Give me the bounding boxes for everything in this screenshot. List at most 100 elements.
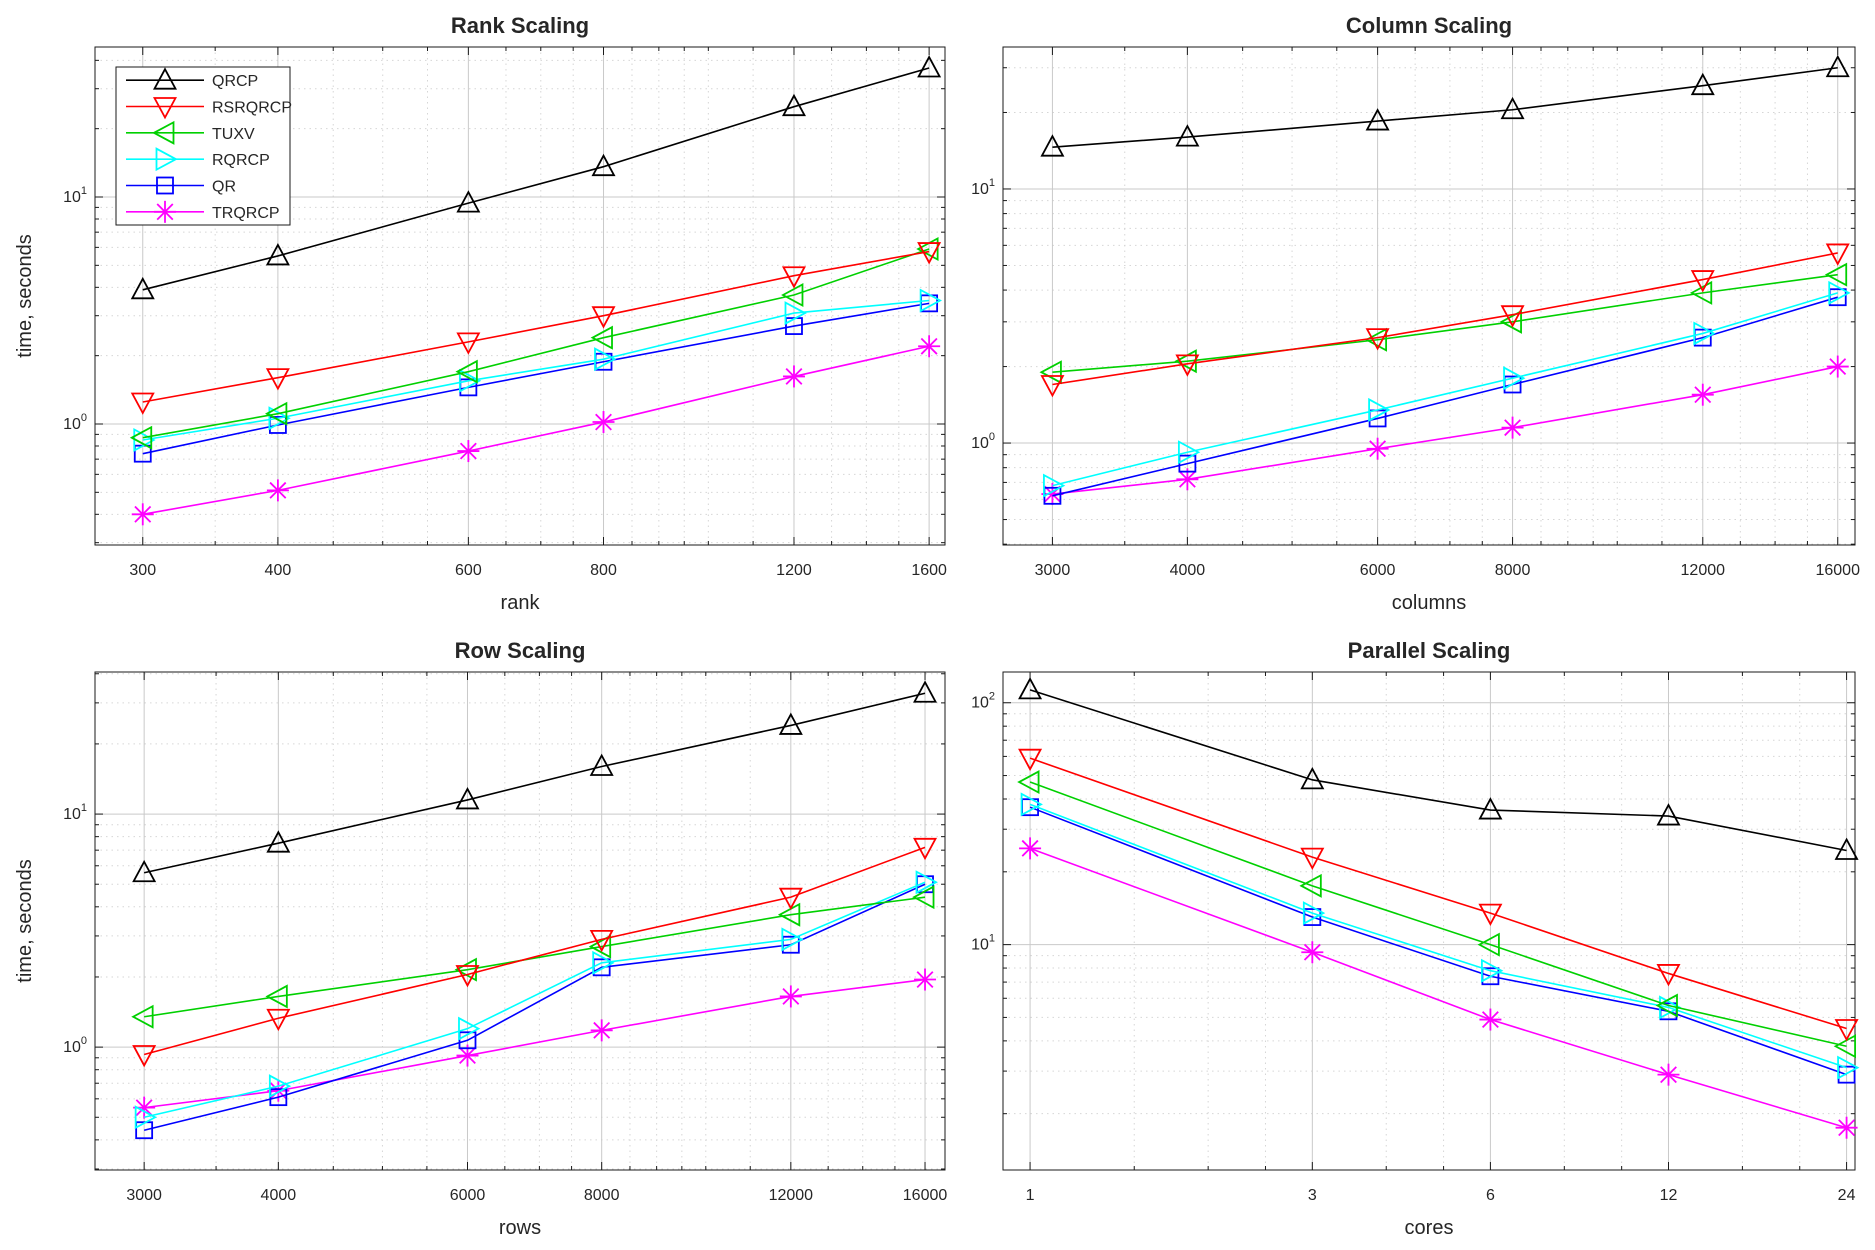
x-tick-label: 1200 bbox=[776, 562, 812, 579]
x-tick-label: 3000 bbox=[126, 1187, 162, 1204]
y-tick-label: 100 bbox=[63, 412, 87, 433]
legend-entry: QRCP bbox=[126, 67, 258, 90]
series-trqrcp bbox=[1041, 355, 1849, 506]
grid-parallel-scaling bbox=[1003, 672, 1855, 1170]
triangle-left-icon bbox=[152, 120, 175, 145]
series-line-qrcp bbox=[142, 67, 930, 291]
triangle-right-icon bbox=[784, 301, 807, 326]
triangle-down-icon bbox=[1500, 305, 1525, 328]
y-tick-label: 101 bbox=[63, 802, 87, 823]
triangle-up-icon bbox=[1175, 124, 1200, 147]
x-tick-label: 800 bbox=[590, 562, 617, 579]
asterisk-icon bbox=[1366, 437, 1389, 460]
axis-ticks bbox=[95, 672, 945, 1170]
triangle-up-icon bbox=[1500, 96, 1525, 120]
grid-row-scaling bbox=[95, 672, 945, 1170]
triangle-down-icon bbox=[589, 929, 614, 953]
triangle-down-icon bbox=[456, 332, 481, 355]
triangle-left-icon bbox=[455, 359, 478, 384]
legend-label: TRQRCP bbox=[212, 205, 280, 222]
triangle-up-icon bbox=[913, 680, 938, 703]
axis-labels: Row Scaling rows time, seconds 3000 4000 6000… bbox=[14, 638, 947, 1239]
triangle-left-icon bbox=[777, 902, 801, 927]
series-tuxv bbox=[129, 237, 939, 450]
legend-entry: TRQRCP bbox=[126, 200, 280, 223]
series-markers-qr bbox=[1021, 798, 1856, 1084]
x-tick-label: 3 bbox=[1308, 1187, 1317, 1204]
asterisk-icon bbox=[1479, 1008, 1502, 1031]
asterisk-icon bbox=[457, 440, 480, 463]
series-line-qr bbox=[142, 302, 930, 455]
triangle-down-icon bbox=[1478, 903, 1503, 926]
series-line-tuxv bbox=[1052, 273, 1838, 374]
series-rsrqrcp bbox=[1018, 748, 1859, 1042]
y-axis-label: time, seconds bbox=[14, 234, 36, 357]
triangle-down-icon bbox=[265, 368, 290, 391]
triangle-right-icon bbox=[458, 1016, 481, 1041]
series-markers-trqrcp bbox=[133, 968, 937, 1119]
series-trqrcp bbox=[1019, 837, 1858, 1139]
asterisk-icon bbox=[154, 200, 176, 223]
triangle-down-icon bbox=[917, 242, 942, 265]
series-markers-trqrcp bbox=[1019, 837, 1858, 1139]
triangle-up-icon bbox=[130, 276, 155, 300]
series-line-rsrqrcp bbox=[1029, 757, 1847, 1030]
asterisk-icon bbox=[1501, 416, 1524, 439]
triangle-left-icon bbox=[265, 984, 288, 1009]
x-tick-label: 8000 bbox=[1495, 562, 1531, 579]
x-tick-label: 3000 bbox=[1035, 562, 1071, 579]
triangle-up-icon bbox=[781, 93, 806, 117]
triangle-down-icon bbox=[1040, 375, 1065, 398]
grid-column-scaling bbox=[1003, 47, 1855, 545]
triangle-up-icon bbox=[1018, 677, 1043, 700]
axis-labels: Parallel Scaling cores 1 3 6 12 24 102 101 bbox=[971, 638, 1855, 1239]
asterisk-icon bbox=[918, 335, 941, 358]
triangle-down-icon bbox=[1175, 354, 1200, 377]
legend-label: TUXV bbox=[212, 126, 255, 143]
asterisk-icon bbox=[779, 985, 802, 1008]
triangle-right-icon bbox=[1837, 1055, 1860, 1080]
series-line-qr bbox=[1029, 806, 1847, 1076]
plot-title: Row Scaling bbox=[455, 638, 586, 663]
series-line-trqrcp bbox=[144, 978, 926, 1109]
legend-entry: RSRQRCP bbox=[126, 97, 292, 120]
series-line-tuxv bbox=[1029, 781, 1847, 1048]
x-tick-label: 300 bbox=[129, 562, 156, 579]
axis-labels: Column Scaling columns 3000 4000 6000 8000 120… bbox=[971, 13, 1860, 614]
series-markers-rqrcp bbox=[134, 870, 938, 1130]
triangle-down-icon bbox=[1018, 748, 1043, 772]
series-line-rqrcp bbox=[143, 881, 926, 1119]
series-markers-rqrcp bbox=[1043, 280, 1851, 498]
series-line-trqrcp bbox=[1052, 365, 1838, 495]
square-icon bbox=[1178, 454, 1197, 473]
triangle-up-icon bbox=[1300, 766, 1325, 790]
asterisk-icon bbox=[592, 411, 615, 434]
triangle-right-icon bbox=[1177, 440, 1201, 465]
plot-rank-scaling: Rank Scaling rank time, seconds 300 400 600 80… bbox=[14, 13, 947, 614]
triangle-down-icon bbox=[130, 392, 155, 415]
series-qrcp bbox=[130, 55, 942, 300]
triangle-left-icon bbox=[588, 934, 612, 959]
x-tick-label: 24 bbox=[1838, 1187, 1856, 1204]
triangle-up-icon bbox=[917, 55, 942, 78]
triangle-down-icon bbox=[1825, 243, 1850, 266]
series-line-qrcp bbox=[1029, 689, 1847, 852]
triangle-down-icon bbox=[455, 965, 480, 988]
asterisk-icon bbox=[133, 1096, 156, 1119]
series-line-rqrcp bbox=[1052, 292, 1838, 487]
x-tick-label: 4000 bbox=[1170, 562, 1206, 579]
series-markers-rsrqrcp bbox=[130, 242, 942, 415]
axis-ticks bbox=[1003, 47, 1855, 545]
series-markers-qrcp bbox=[132, 680, 938, 883]
triangle-left-icon bbox=[1039, 360, 1062, 385]
triangle-up-icon bbox=[266, 830, 291, 853]
series-markers-qr bbox=[1043, 288, 1847, 505]
triangle-left-icon bbox=[781, 283, 804, 308]
series-rqrcp bbox=[134, 870, 938, 1130]
triangle-down-icon bbox=[1365, 328, 1390, 351]
x-tick-label: 6 bbox=[1486, 1187, 1495, 1204]
series-line-rsrqrcp bbox=[142, 250, 930, 403]
asterisk-icon bbox=[782, 365, 805, 388]
x-axis-label: rows bbox=[499, 1217, 541, 1239]
